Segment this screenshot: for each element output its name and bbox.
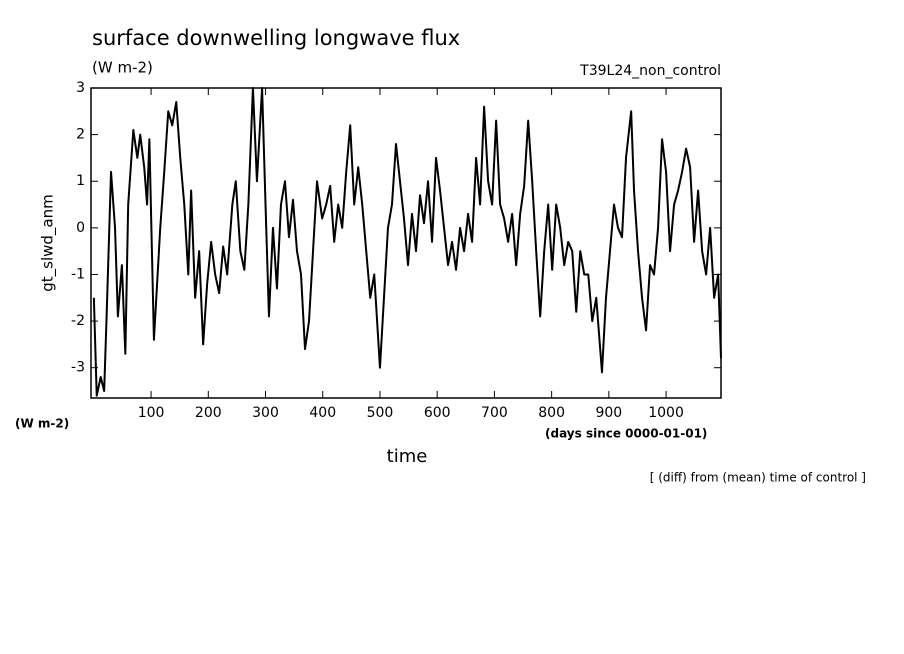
x-tick-label: 400 (309, 405, 336, 421)
x-tick-label: 600 (424, 405, 451, 421)
data-line (92, 87, 722, 397)
y-tick-label: -3 (71, 360, 85, 376)
x-tick-label: 900 (595, 405, 622, 421)
units-label: (W m-2) (15, 417, 69, 431)
x-tick-label: 700 (481, 405, 508, 421)
y-tick-label: 0 (76, 220, 85, 236)
x-units-label: (days since 0000-01-01) (545, 427, 707, 441)
y-axis-label: gt_slwd_anm (39, 194, 58, 292)
plot-frame (90, 87, 722, 399)
y-tick-label: 2 (76, 127, 85, 143)
x-tick-label: 200 (195, 405, 222, 421)
note: [ (diff) from (mean) time of control ] (650, 471, 866, 485)
y-tick-label: -1 (71, 266, 85, 282)
y-tick-label: 3 (76, 80, 85, 96)
x-axis-label: time (387, 446, 428, 467)
x-tick-label: 500 (367, 405, 394, 421)
y-tick-label: 1 (76, 173, 85, 189)
chart-title: surface downwelling longwave flux (92, 26, 460, 50)
units-label: (W m-2) (92, 59, 153, 77)
x-tick-label: 100 (138, 405, 165, 421)
x-tick-label: 800 (538, 405, 565, 421)
x-tick-label: 300 (252, 405, 279, 421)
y-tick-label: -2 (71, 313, 85, 329)
run-label: T39L24_non_control (579, 63, 721, 79)
x-tick-label: 1000 (648, 405, 684, 421)
